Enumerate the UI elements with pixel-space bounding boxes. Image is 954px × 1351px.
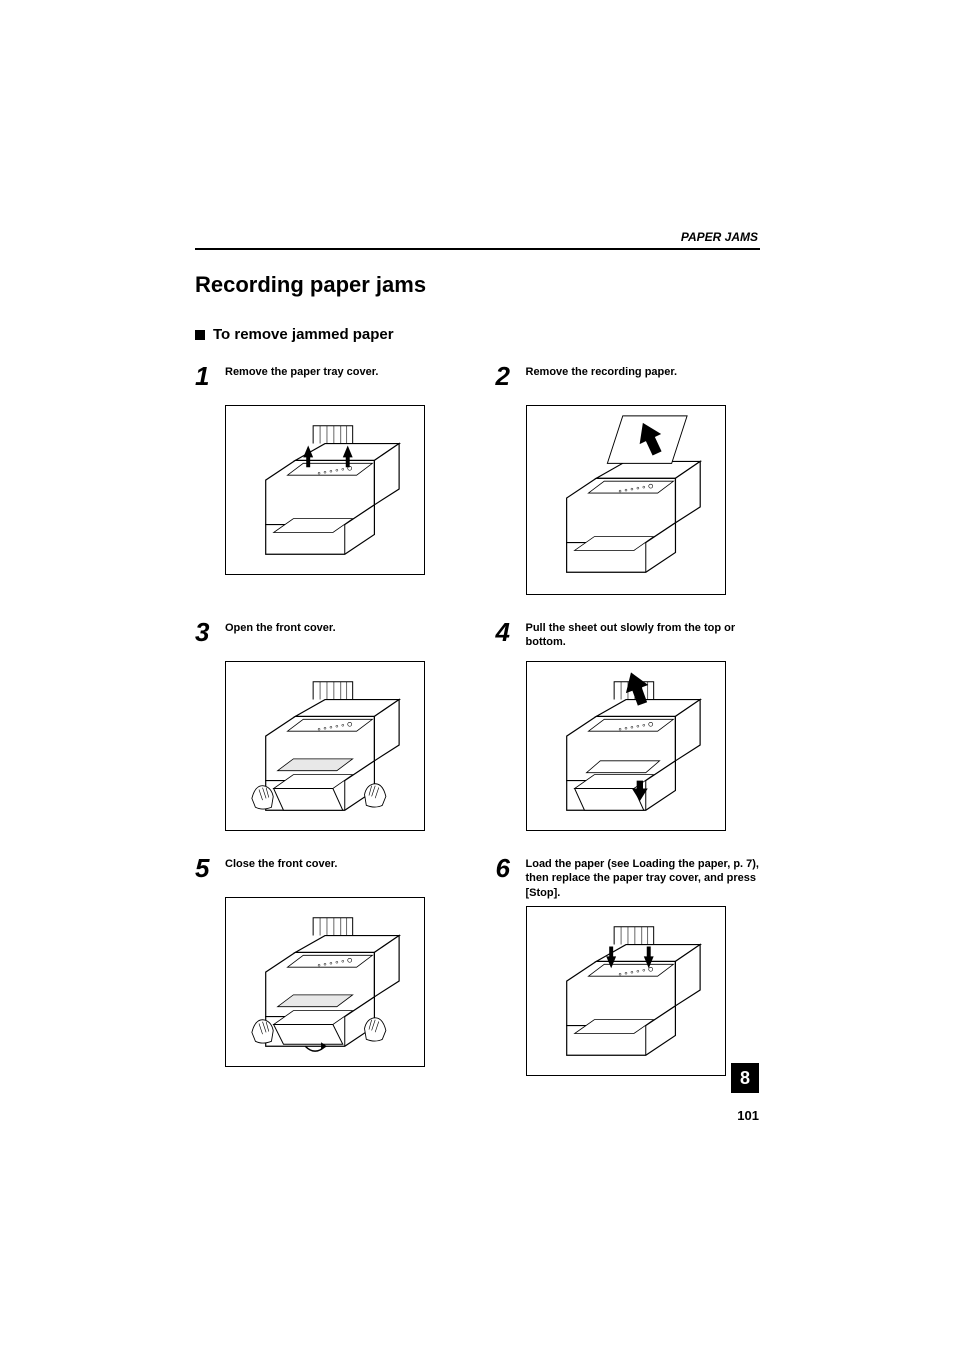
page-number: 101 [737,1108,759,1123]
figure-step-6 [526,906,726,1076]
figure-step-1 [225,405,425,575]
step-number: 2 [496,363,516,389]
figure-step-3 [225,661,425,831]
step-number: 5 [195,855,215,881]
figure-step-4 [526,661,726,831]
page-title: Recording paper jams [195,272,760,298]
step-4: 4 Pull the sheet out slowly from the top… [496,619,761,831]
step-number: 1 [195,363,215,389]
step-head: 1 Remove the paper tray cover. [195,363,460,399]
step-number: 4 [496,619,516,645]
step-instruction: Remove the recording paper. [526,363,678,379]
step-instruction: Pull the sheet out slowly from the top o… [526,619,761,650]
step-head: 4 Pull the sheet out slowly from the top… [496,619,761,655]
step-number: 3 [195,619,215,645]
steps-grid: 1 Remove the paper tray cover. 2 Remove … [195,363,760,1076]
step-1: 1 Remove the paper tray cover. [195,363,460,595]
step-head: 3 Open the front cover. [195,619,460,655]
subheading-text: To remove jammed paper [213,326,394,343]
figure-step-5 [225,897,425,1067]
step-instruction: Load the paper (see Loading the paper, p… [526,855,761,900]
step-head: 5 Close the front cover. [195,855,460,891]
step-instruction: Remove the paper tray cover. [225,363,378,379]
step-2: 2 Remove the recording paper. [496,363,761,595]
subheading-row: To remove jammed paper [195,326,760,343]
figure-step-2 [526,405,726,595]
step-head: 6 Load the paper (see Loading the paper,… [496,855,761,900]
header-rule [195,248,760,250]
step-head: 2 Remove the recording paper. [496,363,761,399]
running-head: PAPER JAMS [195,230,760,244]
chapter-number: 8 [740,1068,750,1089]
step-instruction: Open the front cover. [225,619,336,635]
step-5: 5 Close the front cover. [195,855,460,1076]
step-number: 6 [496,855,516,881]
step-3: 3 Open the front cover. [195,619,460,831]
bullet-square-icon [195,330,205,340]
step-instruction: Close the front cover. [225,855,337,871]
chapter-tab: 8 [731,1063,759,1093]
page-content: PAPER JAMS Recording paper jams To remov… [195,230,760,1076]
step-6: 6 Load the paper (see Loading the paper,… [496,855,761,1076]
